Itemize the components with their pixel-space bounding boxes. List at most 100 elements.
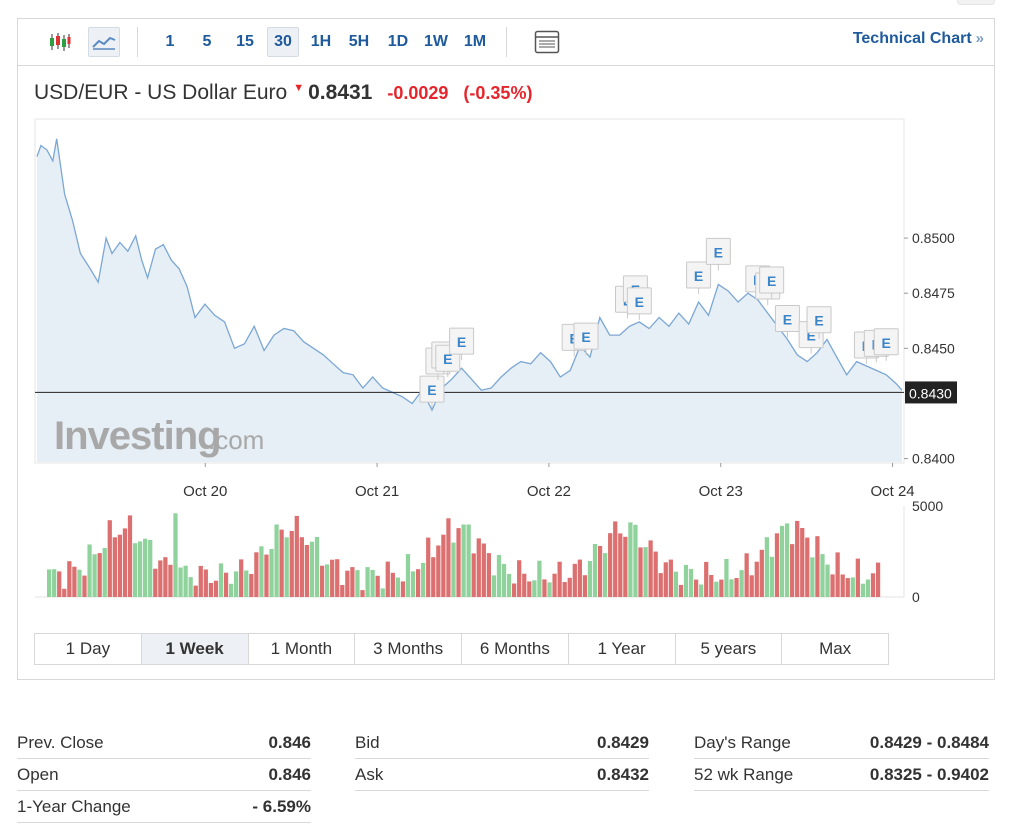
event-marker: E bbox=[573, 322, 599, 356]
volume-bar bbox=[456, 528, 461, 597]
y-tick-label: 0.8475 bbox=[912, 285, 955, 301]
volume-bar bbox=[582, 575, 588, 597]
range-1-day[interactable]: 1 Day bbox=[35, 634, 142, 664]
chart-toolbar: 1 5 15 30 1H 5H 1D 1W 1M Technical Chart… bbox=[18, 19, 994, 66]
toolbar-divider bbox=[137, 27, 138, 57]
corner-tab[interactable] bbox=[957, 0, 995, 5]
current-price-badge-label: 0.8430 bbox=[909, 385, 952, 401]
volume-bar bbox=[603, 553, 608, 597]
volume-bar bbox=[608, 533, 613, 597]
current-price-badge bbox=[905, 381, 957, 404]
volume-bar bbox=[153, 568, 158, 597]
volume-bar bbox=[628, 522, 633, 597]
volume-bar bbox=[137, 541, 143, 597]
range-max[interactable]: Max bbox=[782, 634, 888, 664]
volume-bar bbox=[491, 575, 497, 597]
volume-bar bbox=[426, 537, 431, 597]
y-tick-label: 0.8450 bbox=[912, 340, 955, 356]
interval-1h[interactable]: 1H bbox=[310, 33, 332, 50]
volume-bar bbox=[749, 575, 754, 597]
volume-bar bbox=[309, 541, 315, 597]
volume-bar bbox=[613, 521, 618, 597]
volume-bar bbox=[709, 575, 714, 597]
instrument-name: USD/EUR - US Dollar Euro bbox=[34, 81, 288, 104]
volume-bar bbox=[734, 578, 739, 597]
stats-column-2: Bid 0.8429 Ask 0.8432 bbox=[355, 727, 649, 791]
volume-bar bbox=[800, 528, 805, 597]
volume-bar bbox=[122, 528, 128, 597]
volume-bar bbox=[729, 579, 734, 597]
volume-bar bbox=[325, 564, 330, 597]
stat-value: 0.846 bbox=[268, 732, 311, 752]
volume-bar bbox=[112, 537, 117, 597]
event-marker-label: E bbox=[443, 351, 452, 367]
range-5-years[interactable]: 5 years bbox=[675, 634, 783, 664]
range-1-year[interactable]: 1 Year bbox=[568, 634, 676, 664]
volume-bar bbox=[719, 579, 724, 597]
range-6-months[interactable]: 6 Months bbox=[462, 634, 569, 664]
interval-5h[interactable]: 5H bbox=[348, 33, 370, 50]
area-chart-icon[interactable] bbox=[88, 27, 120, 57]
range-1-week[interactable]: 1 Week bbox=[141, 634, 249, 664]
interval-5[interactable]: 5 bbox=[202, 33, 212, 50]
volume-bar bbox=[188, 577, 193, 597]
event-marker-label: E bbox=[806, 328, 815, 344]
volume-bar bbox=[517, 560, 522, 597]
volume-bar bbox=[648, 540, 653, 597]
volume-bar bbox=[259, 546, 264, 597]
interval-30[interactable]: 30 bbox=[267, 27, 299, 57]
range-3-months[interactable]: 3 Months bbox=[355, 634, 462, 664]
volume-bar bbox=[759, 549, 764, 597]
volume-bar bbox=[567, 577, 572, 597]
range-1-month[interactable]: 1 Month bbox=[248, 634, 356, 664]
last-price: 0.8431 bbox=[308, 81, 373, 104]
volume-bar bbox=[340, 585, 345, 597]
volume-bar bbox=[385, 561, 390, 597]
volume-bar bbox=[835, 552, 840, 597]
price-chart[interactable]: EEEEEEEEEEEEEEEEEEEEE Investing .com 0.8… bbox=[18, 114, 994, 614]
volume-bar bbox=[860, 583, 866, 597]
volume-bar bbox=[693, 579, 699, 597]
event-marker-label: E bbox=[635, 294, 644, 310]
technical-chart-link[interactable]: Technical Chart» bbox=[853, 30, 984, 48]
interval-15[interactable]: 15 bbox=[236, 33, 254, 50]
volume-bar bbox=[496, 555, 502, 597]
volume-bar bbox=[840, 574, 845, 597]
technical-chart-label: Technical Chart bbox=[852, 30, 972, 47]
volume-bar bbox=[633, 524, 638, 597]
stat-row: Day's Range 0.8429 - 0.8484 bbox=[694, 727, 989, 759]
volume-bar bbox=[739, 570, 744, 597]
event-marker: E bbox=[806, 306, 832, 339]
volume-bar bbox=[764, 537, 769, 597]
price-change-percent: (-0.35%) bbox=[463, 83, 533, 103]
volume-bar bbox=[395, 577, 401, 597]
volume-bar bbox=[562, 582, 567, 597]
candlestick-chart-icon[interactable] bbox=[44, 27, 76, 57]
volume-bar bbox=[314, 537, 320, 597]
interval-1m[interactable]: 1M bbox=[463, 33, 487, 50]
stat-value: 0.8325 - 0.9402 bbox=[869, 764, 989, 784]
volume-bar bbox=[795, 520, 800, 597]
volume-bar bbox=[486, 553, 491, 597]
interval-1d[interactable]: 1D bbox=[387, 33, 409, 50]
time-range-selector: 1 Day 1 Week 1 Month 3 Months 6 Months 1… bbox=[34, 633, 889, 665]
event-marker-label: E bbox=[882, 335, 891, 351]
volume-bar bbox=[683, 564, 689, 597]
event-marker: E bbox=[449, 327, 475, 361]
volume-bar bbox=[203, 569, 208, 597]
down-arrow-icon: ▼ bbox=[293, 82, 305, 94]
volume-bar bbox=[638, 547, 643, 597]
stat-row: Open 0.846 bbox=[17, 759, 311, 791]
volume-bar bbox=[532, 580, 537, 597]
event-marker-label: E bbox=[581, 329, 590, 345]
interval-1w[interactable]: 1W bbox=[424, 33, 448, 50]
watermark-brand: Investing bbox=[54, 414, 221, 458]
layout-icon[interactable] bbox=[531, 27, 563, 57]
volume-bar bbox=[405, 554, 411, 597]
interval-1[interactable]: 1 bbox=[165, 33, 175, 50]
volume-bar bbox=[784, 523, 790, 597]
volume-bar bbox=[82, 575, 87, 597]
stat-label: Bid bbox=[355, 732, 380, 752]
volume-bar bbox=[294, 515, 299, 597]
event-marker-label: E bbox=[457, 334, 466, 350]
